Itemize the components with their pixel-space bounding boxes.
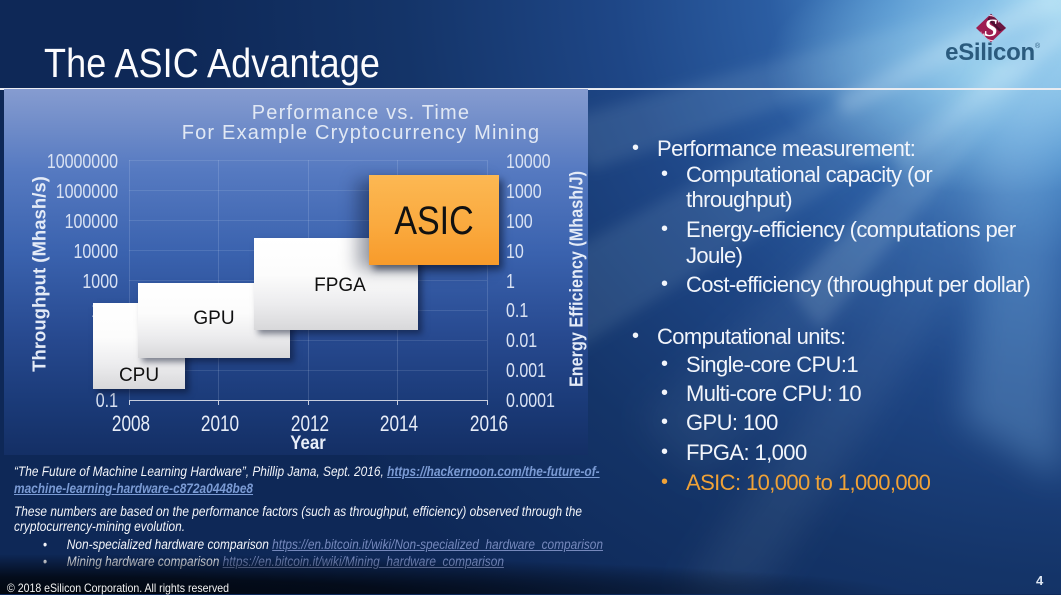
svg-text:S: S [984,15,998,42]
svg-text:®: ® [1035,42,1041,50]
svg-text:eSilicon: eSilicon [945,39,1035,66]
